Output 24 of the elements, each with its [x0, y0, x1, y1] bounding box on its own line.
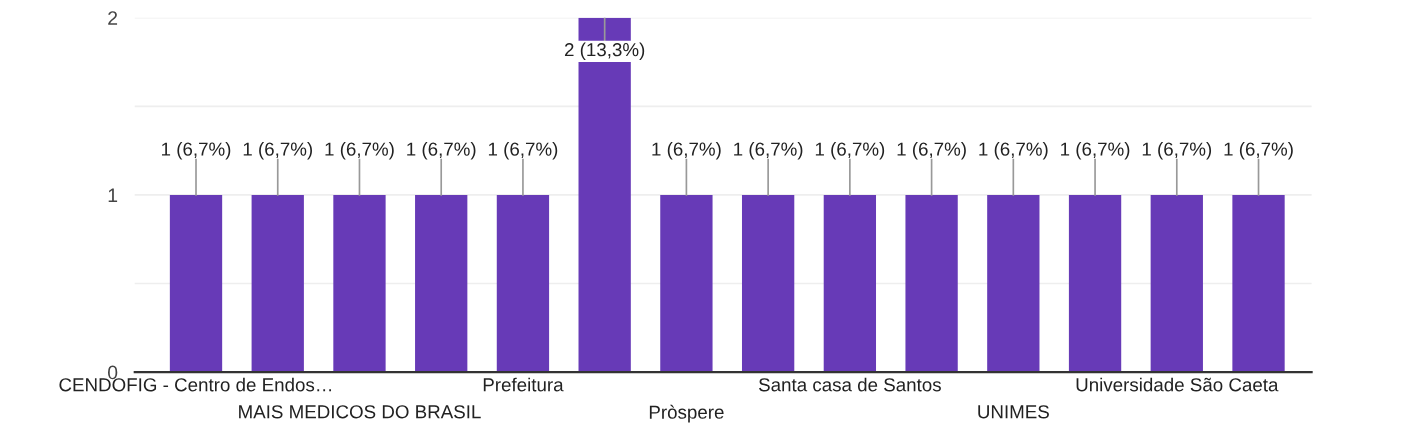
- data-label: 1 (6,7%): [162, 142, 231, 160]
- x-tick-label: CENDOFIG - Centro de Endos…: [59, 377, 332, 392]
- data-label: 1 (6,7%): [734, 142, 803, 160]
- y-tick-label: 0: [107, 365, 118, 380]
- data-label: 1 (6,7%): [488, 142, 558, 160]
- data-label: 1 (6,7%): [897, 142, 966, 160]
- y-tick-label: 2: [108, 11, 118, 25]
- data-label: 1 (6,7%): [979, 142, 1048, 160]
- data-label: 1 (6,7%): [815, 142, 885, 160]
- data-label: 1 (6,7%): [1142, 142, 1212, 160]
- x-tick-label: MAIS MEDICOS DO BRASIL: [239, 405, 481, 419]
- data-label: 1 (6,7%): [652, 142, 721, 160]
- x-tick-label: UNIMES: [978, 405, 1049, 419]
- data-label: 1 (6,7%): [1061, 142, 1130, 160]
- data-label: 2 (13,3%): [564, 42, 645, 60]
- x-tick-label: Pròspere: [649, 404, 724, 423]
- data-label: 1 (6,7%): [243, 142, 313, 160]
- data-label: 1 (6,7%): [407, 142, 476, 160]
- x-tick-label: Prefeitura: [483, 377, 564, 392]
- data-label: 1 (6,7%): [1224, 142, 1293, 160]
- x-tick-label: Santa casa de Santos: [758, 377, 941, 392]
- y-tick-label: 1: [108, 188, 118, 202]
- x-tick-label: Universidade São Caeta: [1076, 377, 1279, 392]
- data-label: 1 (6,7%): [325, 142, 394, 160]
